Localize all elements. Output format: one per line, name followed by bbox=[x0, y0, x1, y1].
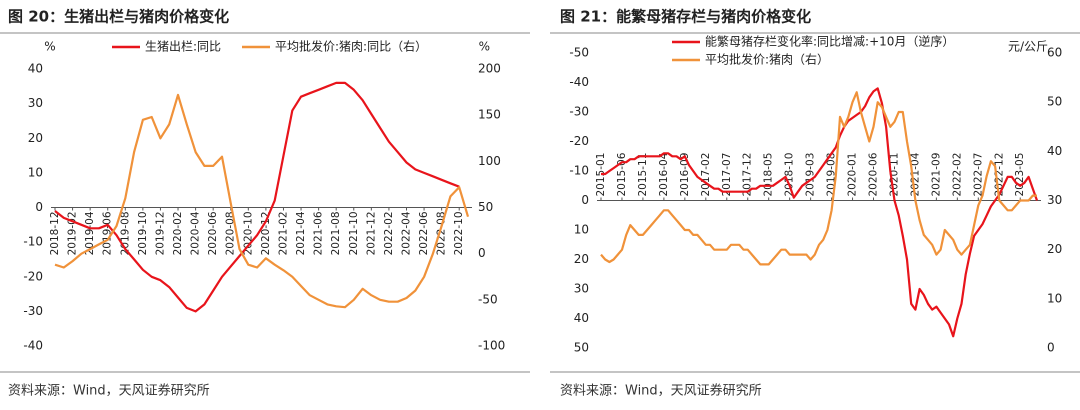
y-tick-label: -40 bbox=[569, 75, 589, 89]
x-tick-label: 2019-02 bbox=[67, 212, 79, 256]
y-tick-label: -40 bbox=[23, 339, 43, 353]
y-tick-label: 30 bbox=[574, 282, 589, 296]
x-tick-label: 2018-10 bbox=[784, 153, 796, 197]
y-tick-label: 30 bbox=[28, 96, 43, 110]
x-tick-label: 2020-06 bbox=[868, 152, 880, 196]
x-tick-label: 2019-03 bbox=[805, 153, 817, 197]
y-tick-label: 10 bbox=[28, 165, 43, 179]
x-tick-label: 2020-08 bbox=[225, 212, 237, 256]
y2-tick-label: 200 bbox=[478, 62, 501, 76]
x-tick-label: 2022-10 bbox=[453, 212, 465, 256]
chart-title: 图 20：生猪出栏与猪肉价格变化 bbox=[8, 8, 229, 26]
y-tick-label: 40 bbox=[28, 62, 43, 76]
y2-tick-label: -50 bbox=[478, 292, 498, 306]
x-tick-label: 2020-01 bbox=[847, 153, 859, 197]
series-line bbox=[54, 81, 460, 313]
y2-tick-label: 50 bbox=[478, 200, 493, 214]
x-tick-label: 2021-12 bbox=[365, 212, 377, 256]
x-tick-label: 2015-11 bbox=[637, 153, 649, 197]
legend-label: 生猪出栏:同比 bbox=[145, 39, 221, 54]
x-tick-label: 2017-07 bbox=[721, 153, 733, 197]
x-tick-label: 2019-04 bbox=[84, 211, 96, 255]
series-line bbox=[601, 87, 1039, 338]
x-tick-label: 2019-10 bbox=[137, 212, 149, 256]
y2-tick-label: 100 bbox=[478, 154, 501, 168]
y2-tick-label: 10 bbox=[1047, 291, 1062, 305]
y-tick-label: 20 bbox=[28, 131, 43, 145]
series-line bbox=[600, 91, 1037, 266]
x-tick-label: 2022-12 bbox=[993, 153, 1005, 197]
x-tick-label: 2022-08 bbox=[436, 212, 448, 256]
y2-axis-unit: % bbox=[479, 40, 490, 54]
x-tick-label: 2020-12 bbox=[260, 212, 272, 256]
y-tick-label: 50 bbox=[574, 341, 589, 355]
x-tick-label: 2021-06 bbox=[313, 211, 325, 255]
y-tick-label: 10 bbox=[574, 223, 589, 237]
y2-tick-label: 150 bbox=[478, 108, 501, 122]
y-tick-label: 40 bbox=[574, 311, 589, 325]
x-tick-label: 2020-02 bbox=[172, 212, 184, 256]
y-axis-unit: % bbox=[44, 40, 55, 54]
x-tick-label: 2017-12 bbox=[742, 153, 754, 197]
y2-axis-unit: 元/公斤 bbox=[1008, 40, 1048, 54]
x-tick-label: 2017-02 bbox=[700, 153, 712, 197]
x-tick-label: 2015-06 bbox=[616, 152, 628, 196]
x-tick-label: 2020-04 bbox=[190, 211, 202, 255]
y2-tick-label: -100 bbox=[478, 339, 505, 353]
x-tick-label: 2021-08 bbox=[330, 212, 342, 256]
x-tick-label: 2020-10 bbox=[242, 212, 254, 256]
x-tick-label: 2022-06 bbox=[418, 211, 430, 255]
y2-tick-label: 0 bbox=[478, 246, 486, 260]
legend-label: 平均批发价:猪肉（右） bbox=[705, 52, 829, 67]
x-tick-label: 2023-05 bbox=[1014, 153, 1026, 197]
x-tick-label: 2018-05 bbox=[763, 153, 775, 197]
x-tick-label: 2022-04 bbox=[400, 211, 412, 255]
y2-tick-label: 0 bbox=[1047, 341, 1055, 355]
x-tick-label: 2021-04 bbox=[295, 211, 307, 255]
x-tick-label: 2018-12 bbox=[49, 212, 61, 256]
y-tick-label: -20 bbox=[23, 269, 43, 283]
y2-tick-label: 50 bbox=[1047, 95, 1062, 109]
legend-label: 平均批发价:猪肉:同比（右） bbox=[275, 39, 427, 54]
y-tick-label: -10 bbox=[23, 235, 43, 249]
chart-title: 图 21：能繁母猪存栏与猪肉价格变化 bbox=[560, 8, 811, 26]
y-tick-label: 20 bbox=[574, 252, 589, 266]
series-line bbox=[54, 93, 470, 309]
x-tick-label: 2019-12 bbox=[154, 212, 166, 256]
x-tick-label: 2016-04 bbox=[658, 152, 670, 196]
x-tick-label: 2022-02 bbox=[383, 212, 395, 256]
y-tick-label: -30 bbox=[23, 304, 43, 318]
y2-tick-label: 30 bbox=[1047, 193, 1062, 207]
y-tick-label: -20 bbox=[569, 134, 589, 148]
source: 资料来源：Wind，天风证券研究所 bbox=[8, 383, 210, 399]
x-tick-label: 2019-06 bbox=[102, 211, 114, 255]
x-tick-label: 2022-07 bbox=[972, 153, 984, 197]
y2-tick-label: 40 bbox=[1047, 144, 1062, 158]
source: 资料来源：Wind，天风证券研究所 bbox=[560, 383, 762, 399]
x-tick-label: 2020-06 bbox=[207, 211, 219, 255]
y2-tick-label: 60 bbox=[1047, 46, 1062, 60]
legend-label: 能繁母猪存栏变化率:同比增减:+10月（逆序） bbox=[705, 34, 954, 49]
x-tick-label: 2021-09 bbox=[930, 153, 942, 197]
y-tick-label: -10 bbox=[569, 164, 589, 178]
y-tick-label: 0 bbox=[35, 200, 43, 214]
y-tick-label: -50 bbox=[569, 46, 589, 60]
x-tick-label: 2021-02 bbox=[277, 212, 289, 256]
x-tick-label: 2021-10 bbox=[348, 212, 360, 256]
x-tick-label: 2021-04 bbox=[909, 152, 921, 196]
x-tick-label: 2022-02 bbox=[951, 153, 963, 197]
y-tick-label: 0 bbox=[581, 193, 589, 207]
y-tick-label: -30 bbox=[569, 105, 589, 119]
y2-tick-label: 20 bbox=[1047, 242, 1062, 256]
